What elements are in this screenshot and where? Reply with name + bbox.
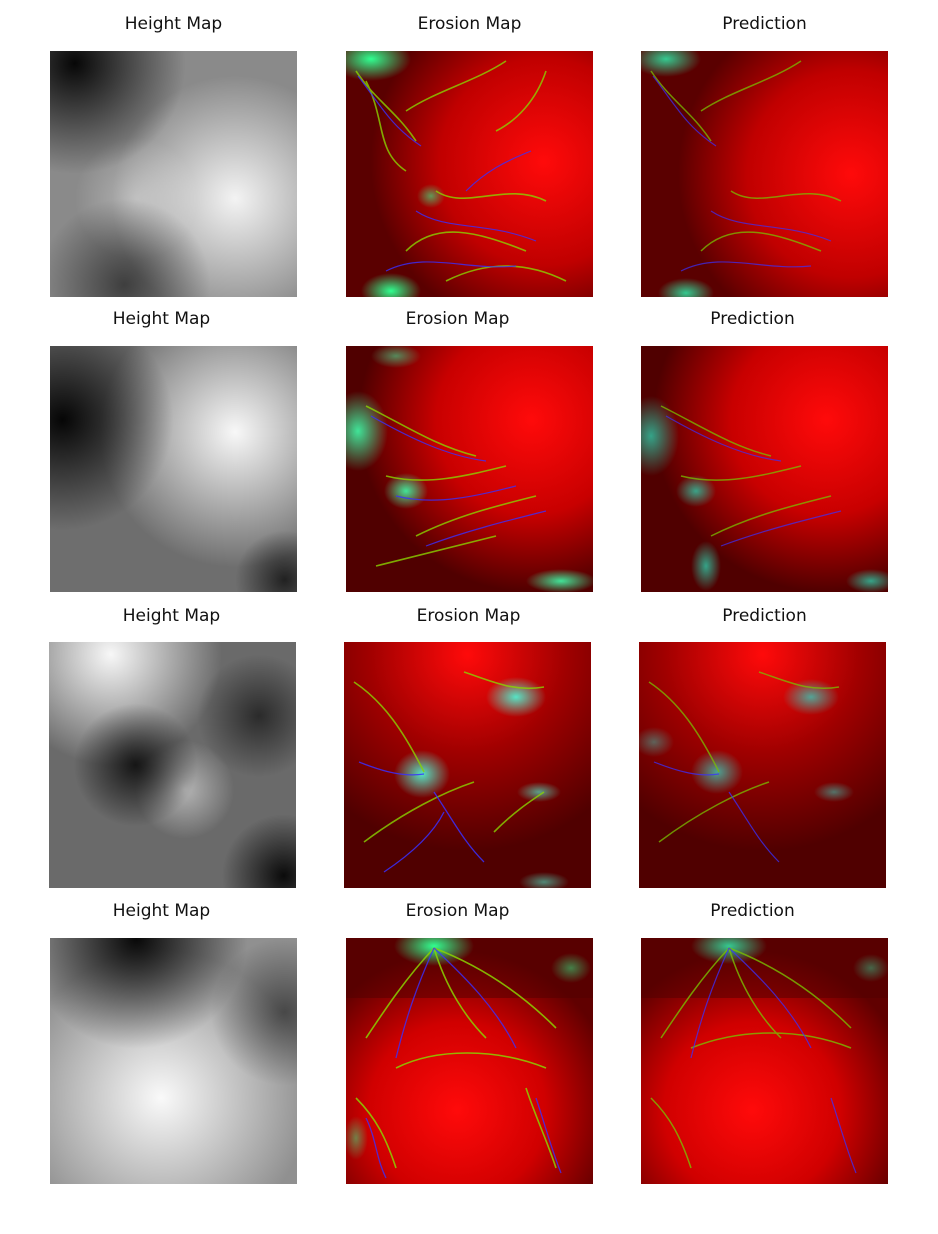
panel-title: Height Map	[122, 606, 221, 626]
panel-title: Prediction	[710, 901, 795, 921]
erosion-map-image	[344, 642, 591, 888]
panel-title: Prediction	[722, 14, 807, 34]
erosion-map-image	[346, 938, 593, 1184]
panel-title: Erosion Map	[416, 606, 521, 626]
height-map-image	[50, 346, 297, 592]
height-map-image	[50, 51, 297, 297]
panel-title: Height Map	[112, 309, 211, 329]
panel-title: Erosion Map	[405, 901, 510, 921]
panel-title: Prediction	[710, 309, 795, 329]
panel-title: Height Map	[124, 14, 223, 34]
prediction-image	[641, 346, 888, 592]
panel-title: Erosion Map	[417, 14, 522, 34]
erosion-map-image	[346, 346, 593, 592]
erosion-map-image	[346, 51, 593, 297]
panel-title: Height Map	[112, 901, 211, 921]
panel-title: Prediction	[722, 606, 807, 626]
prediction-image	[641, 51, 888, 297]
prediction-image	[639, 642, 886, 888]
height-map-image	[50, 938, 297, 1184]
height-map-image	[49, 642, 296, 888]
prediction-image	[641, 938, 888, 1184]
panel-title: Erosion Map	[405, 309, 510, 329]
